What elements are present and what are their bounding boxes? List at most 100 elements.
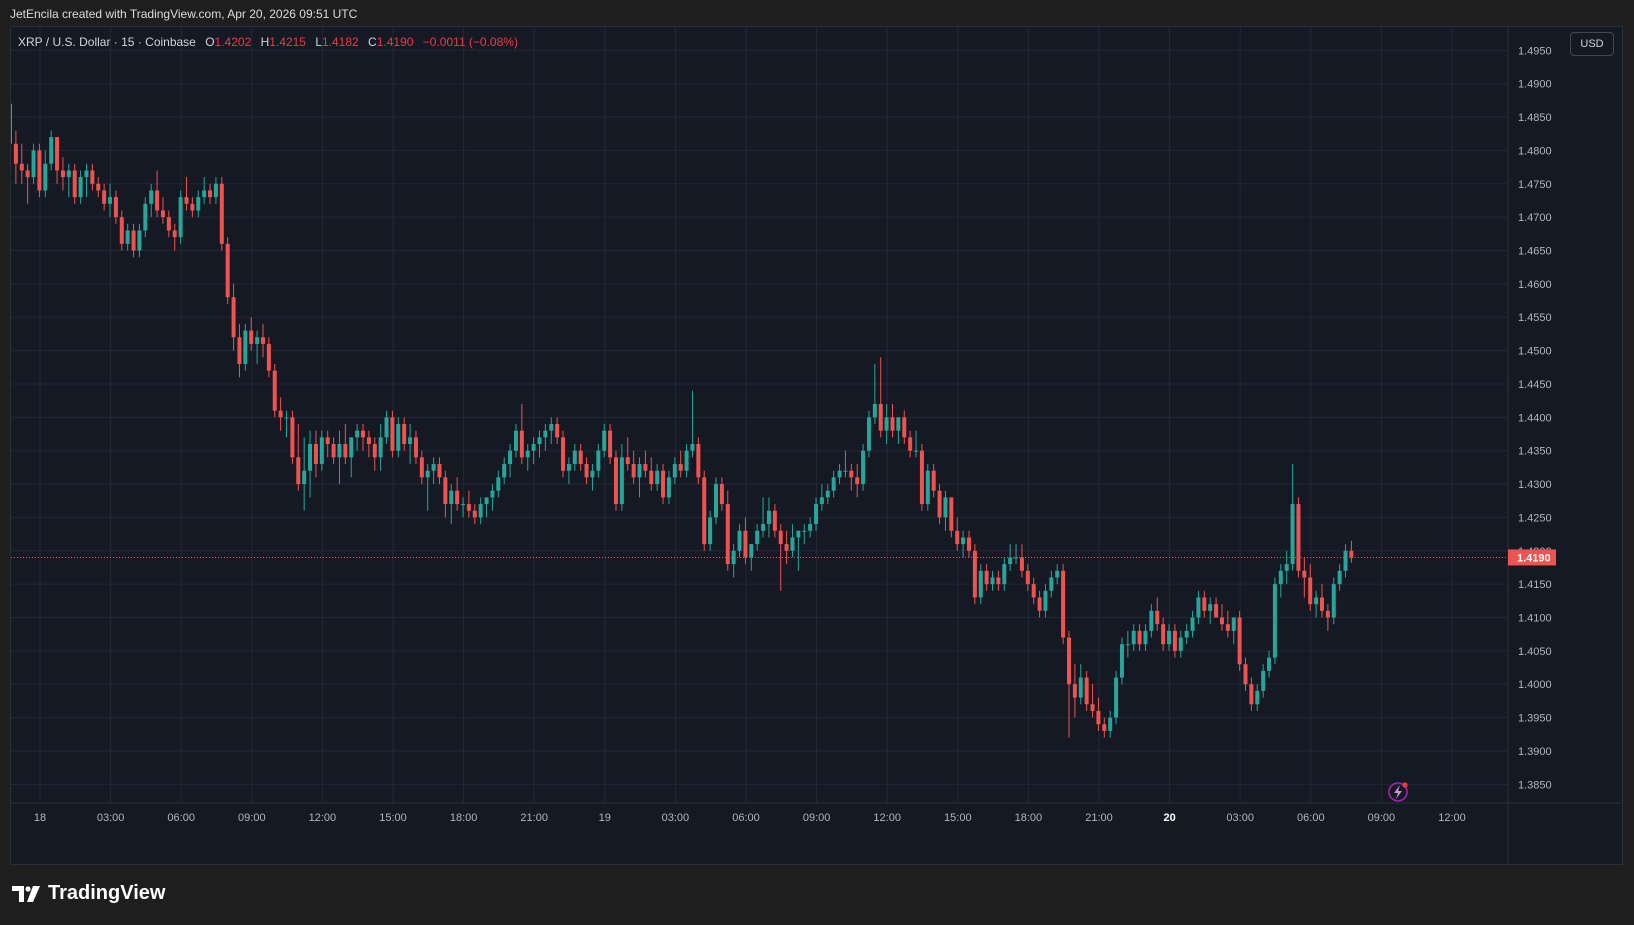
candle-body	[37, 150, 42, 191]
tradingview-logo-icon	[12, 885, 40, 902]
candle-body	[137, 230, 142, 251]
candle-body	[396, 424, 401, 451]
candle-body	[478, 504, 483, 518]
time-tick-label: 09:00	[1368, 812, 1396, 824]
candle-body	[708, 517, 713, 545]
candle-body	[331, 444, 336, 458]
candle-body	[208, 190, 213, 198]
candle-body	[278, 410, 283, 418]
legend-change: −0.0011 (−0.08%)	[422, 35, 518, 49]
candle-body	[113, 197, 118, 218]
candle-body	[172, 230, 177, 238]
candle-body	[678, 464, 683, 471]
candle-body	[202, 190, 207, 198]
candle-body	[237, 337, 242, 364]
time-tick-label: 03:00	[1226, 812, 1254, 824]
candle-body	[31, 150, 36, 178]
candle-body	[1319, 597, 1324, 611]
candle-body	[784, 544, 789, 551]
chart-credit: JetEncila created with TradingView.com, …	[10, 7, 358, 21]
currency-button[interactable]: USD	[1570, 32, 1614, 56]
candle-body	[502, 464, 507, 478]
candle-body	[849, 470, 854, 478]
candle-body	[955, 530, 960, 545]
candle-body	[1349, 550, 1354, 558]
candle-body	[684, 450, 689, 471]
candle-body	[419, 457, 424, 478]
candle-body	[578, 450, 583, 465]
candle-body	[655, 470, 660, 485]
time-tick-label: 20	[1163, 812, 1175, 824]
candle-body	[337, 444, 342, 458]
candle-body	[219, 183, 224, 244]
time-tick-label: 18:00	[450, 812, 478, 824]
chart-panel[interactable]: 1.4950 1.4900 1.4850 1.4800 1.4750 1.4700 1.46…	[10, 26, 1623, 865]
candle-body	[1061, 570, 1066, 638]
lightning-badge-icon[interactable]	[1388, 782, 1408, 802]
price-tick-label: 1.4300	[1518, 479, 1552, 491]
price-tick-label: 1.3900	[1518, 746, 1552, 758]
candle-body	[60, 170, 65, 178]
candle-body	[402, 424, 407, 445]
candle-body	[690, 444, 695, 451]
candle-body	[1214, 604, 1219, 618]
candle-body	[43, 163, 48, 191]
candle-body	[1008, 557, 1013, 565]
candle-body	[978, 570, 983, 598]
candle-body	[749, 544, 754, 558]
legend-low-value: 1.4182	[322, 35, 359, 49]
time-tick-label: 21:00	[1085, 812, 1113, 824]
candle-body	[1131, 630, 1136, 645]
candle-body	[513, 430, 518, 451]
candle-body	[584, 464, 589, 478]
price-tick-label: 1.4700	[1518, 212, 1552, 224]
candle-body	[519, 430, 524, 458]
price-chart[interactable]: 1.4950 1.4900 1.4850 1.4800 1.4750 1.4700 1.46…	[11, 27, 1623, 865]
candle-body	[125, 230, 130, 244]
candle-body	[1243, 664, 1248, 685]
candle-body	[272, 370, 277, 411]
price-tick-label: 1.4000	[1518, 679, 1552, 691]
price-tick-label: 1.4500	[1518, 346, 1552, 358]
candle-body	[1231, 617, 1236, 631]
candle-body	[1219, 617, 1224, 625]
candle-body	[84, 170, 89, 178]
candle-body	[361, 430, 365, 438]
candle-body	[78, 177, 83, 198]
candle-body	[896, 417, 901, 431]
candle-body	[413, 437, 418, 458]
candle-body	[1084, 677, 1089, 705]
candle-body	[1114, 677, 1119, 718]
candle-body	[902, 417, 907, 438]
candle-body	[984, 570, 989, 585]
candle-body	[802, 530, 807, 532]
time-tick-label: 09:00	[803, 812, 831, 824]
candle-body	[49, 137, 54, 164]
candle-body	[761, 524, 766, 531]
price-tick-label: 1.4900	[1518, 79, 1552, 91]
candle-body	[961, 537, 966, 545]
candle-body	[837, 470, 842, 478]
candle-body	[908, 437, 913, 451]
tradingview-brand[interactable]: TradingView	[12, 882, 165, 905]
candle-body	[1067, 637, 1071, 685]
time-tick-label: 03:00	[662, 812, 690, 824]
candle-body	[196, 197, 201, 211]
candle-body	[925, 470, 930, 505]
candle-body	[308, 444, 313, 471]
candle-body	[766, 510, 771, 525]
candle-body	[772, 510, 777, 531]
candle-body	[166, 217, 171, 231]
candle-body	[296, 457, 301, 485]
candle-body	[1302, 570, 1307, 578]
candle-body	[225, 243, 230, 298]
candle-body	[160, 210, 165, 218]
candle-body	[625, 457, 630, 465]
price-tick-label: 1.4250	[1518, 512, 1552, 524]
candle-body	[355, 430, 360, 438]
legend-symbol: XRP / U.S. Dollar · 15 · Coinbase	[18, 35, 196, 49]
candle-body	[472, 510, 477, 518]
candle-body	[466, 504, 471, 511]
candle-body	[572, 450, 577, 465]
time-tick-label: 12:00	[1438, 812, 1466, 824]
